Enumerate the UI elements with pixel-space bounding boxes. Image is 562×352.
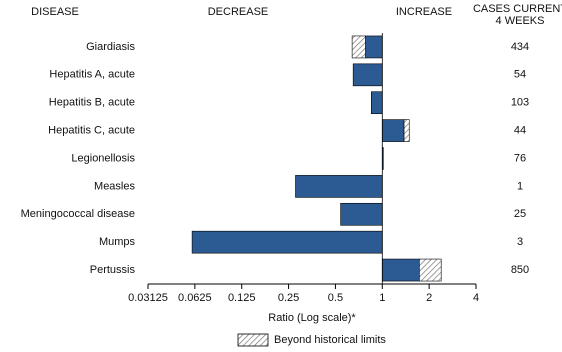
bar-beyond-limits <box>403 119 410 142</box>
x-tick-label: 0.125 <box>228 292 256 304</box>
x-tick-label: 0.0625 <box>178 292 212 304</box>
header-cases: 4 WEEKS <box>496 15 545 27</box>
x-tick-label: 0.03125 <box>128 292 168 304</box>
bar <box>352 63 383 87</box>
bar <box>381 258 420 282</box>
header-disease: DISEASE <box>31 6 79 18</box>
bar <box>340 202 383 226</box>
y-tick-label: Pertussis <box>90 264 136 276</box>
x-tick-label: 0.25 <box>278 292 299 304</box>
bar <box>365 35 383 59</box>
bar <box>381 119 405 142</box>
cases-value: 1 <box>517 180 523 192</box>
y-tick-label: Meningococcal disease <box>21 208 135 220</box>
bar-beyond-limits <box>351 35 366 59</box>
x-tick-label: 2 <box>426 292 432 304</box>
cases-value: 103 <box>511 97 529 109</box>
y-tick-label: Giardiasis <box>86 41 135 53</box>
cases-value: 434 <box>511 41 529 53</box>
y-tick-label: Hepatitis B, acute <box>49 97 135 109</box>
y-tick-label: Hepatitis C, acute <box>48 125 135 137</box>
y-tick-label: Measles <box>94 180 135 192</box>
legend-label: Beyond historical limits <box>274 334 386 346</box>
bar-beyond-limits <box>419 258 442 282</box>
y-tick-label: Legionellosis <box>71 152 135 164</box>
x-axis-title: Ratio (Log scale)* <box>268 312 356 324</box>
y-tick-label: Mumps <box>99 236 136 248</box>
y-tick-label: Hepatitis A, acute <box>49 69 135 81</box>
x-tick-label: 4 <box>473 292 479 304</box>
cases-value: 76 <box>514 152 526 164</box>
cases-value: 44 <box>514 125 526 137</box>
legend-swatch <box>237 333 269 347</box>
header-decrease: DECREASE <box>208 6 269 18</box>
bar <box>295 175 383 198</box>
x-tick-label: 0.5 <box>328 292 343 304</box>
cases-value: 25 <box>514 208 526 220</box>
header-increase: INCREASE <box>396 6 452 18</box>
x-tick-label: 1 <box>379 292 385 304</box>
header-cases: CASES CURRENT <box>473 3 562 15</box>
bar <box>191 230 383 254</box>
cases-value: 3 <box>517 236 523 248</box>
bar <box>370 91 383 115</box>
cases-value: 850 <box>511 264 529 276</box>
cases-value: 54 <box>514 69 526 81</box>
